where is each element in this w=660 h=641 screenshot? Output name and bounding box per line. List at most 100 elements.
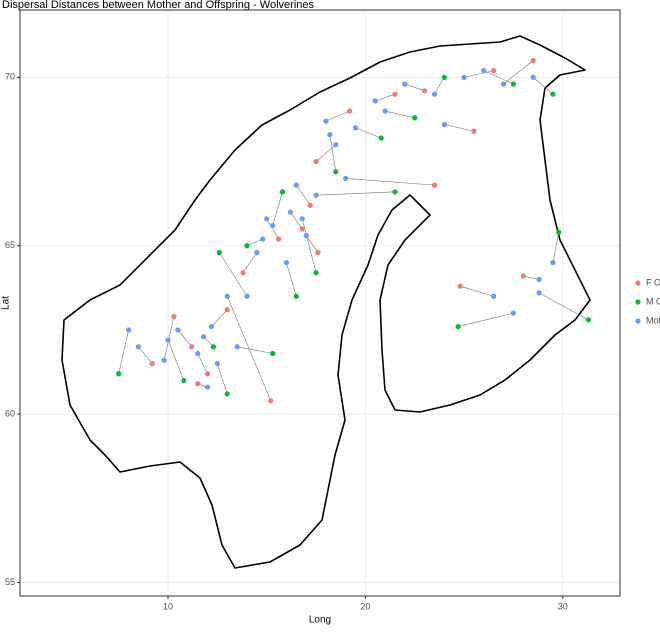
- point: [392, 189, 398, 195]
- x-axis-title: Long: [309, 615, 331, 626]
- dispersal-link: [211, 309, 228, 327]
- point: [536, 290, 542, 296]
- point: [175, 327, 181, 333]
- point: [181, 377, 187, 384]
- dispersal-link: [404, 83, 425, 92]
- legend-label: M O: [646, 296, 660, 306]
- point: [333, 142, 339, 148]
- dispersal-link: [266, 218, 279, 240]
- y-tick-label: 55: [5, 577, 15, 587]
- point: [254, 249, 260, 256]
- point: [171, 313, 177, 320]
- dispersal-link: [325, 110, 350, 122]
- point: [224, 307, 230, 313]
- point: [461, 74, 467, 80]
- point: [491, 293, 497, 299]
- point: [224, 293, 230, 299]
- coastline: [61, 35, 591, 569]
- point: [431, 182, 438, 188]
- grid: [20, 10, 620, 596]
- point: [299, 216, 305, 222]
- point: [431, 91, 438, 97]
- dispersal-link: [532, 77, 554, 95]
- point: [530, 57, 536, 64]
- dispersal-link: [458, 312, 514, 327]
- point: [214, 361, 220, 367]
- dispersal-link: [286, 262, 297, 297]
- point: [161, 357, 167, 363]
- point: [520, 273, 526, 279]
- point: [441, 121, 447, 128]
- point: [264, 216, 270, 222]
- dispersal-link: [219, 252, 248, 297]
- dispersal-link: [296, 184, 311, 206]
- point: [402, 81, 408, 87]
- point: [382, 108, 388, 114]
- point: [135, 344, 142, 350]
- dispersal-link: [460, 285, 494, 297]
- dispersal-link: [523, 275, 540, 280]
- point: [422, 88, 428, 94]
- dispersal-link: [483, 70, 514, 85]
- y-tick-label: 65: [5, 240, 15, 250]
- legend-swatch: [635, 280, 641, 286]
- point: [303, 233, 309, 239]
- point: [313, 270, 319, 276]
- point: [293, 293, 299, 299]
- y-axis-title: Lat: [1, 296, 12, 310]
- dispersal-link: [385, 110, 415, 119]
- point: [550, 259, 556, 266]
- point: [195, 381, 201, 387]
- point: [116, 371, 122, 377]
- dispersal-link: [237, 346, 273, 354]
- point: [200, 334, 207, 340]
- point: [165, 337, 171, 343]
- point: [313, 158, 319, 165]
- point: [307, 202, 313, 208]
- legend-swatch: [635, 299, 641, 305]
- point: [530, 74, 536, 80]
- point: [270, 350, 276, 357]
- point: [244, 243, 250, 249]
- point: [208, 323, 215, 330]
- point: [343, 175, 349, 181]
- dispersal-link: [444, 124, 475, 132]
- point: [270, 222, 276, 229]
- point: [189, 344, 195, 350]
- point: [378, 135, 384, 141]
- plot-border: [19, 9, 621, 597]
- dispersal-link: [355, 127, 382, 139]
- point: [195, 350, 201, 357]
- point: [372, 98, 378, 104]
- dispersal-link: [118, 329, 129, 374]
- point: [327, 132, 333, 138]
- point: [313, 192, 319, 198]
- dispersal-link: [217, 363, 228, 395]
- point: [216, 249, 222, 256]
- marks: [116, 57, 592, 404]
- point: [323, 118, 329, 124]
- dispersal-link: [434, 77, 445, 95]
- point: [299, 226, 305, 232]
- dispersal-link: [375, 93, 396, 102]
- dispersal-link: [167, 339, 185, 381]
- dispersal-link: [246, 238, 263, 247]
- dispersal-link: [538, 292, 589, 321]
- dispersal-link: [242, 252, 258, 273]
- point: [240, 270, 246, 276]
- y-tick-label: 60: [5, 409, 15, 419]
- point: [441, 74, 447, 80]
- point: [204, 371, 211, 377]
- dispersal-link: [315, 144, 336, 162]
- point: [510, 310, 517, 316]
- legend-label: Moth: [646, 315, 660, 325]
- point: [500, 81, 507, 87]
- legend: F Of M O Moth: [635, 277, 660, 325]
- x-tick-label: 30: [558, 601, 568, 611]
- x-tick-label: 20: [360, 601, 370, 611]
- point: [283, 259, 290, 266]
- point: [455, 323, 461, 330]
- point: [275, 236, 282, 242]
- point: [392, 91, 398, 97]
